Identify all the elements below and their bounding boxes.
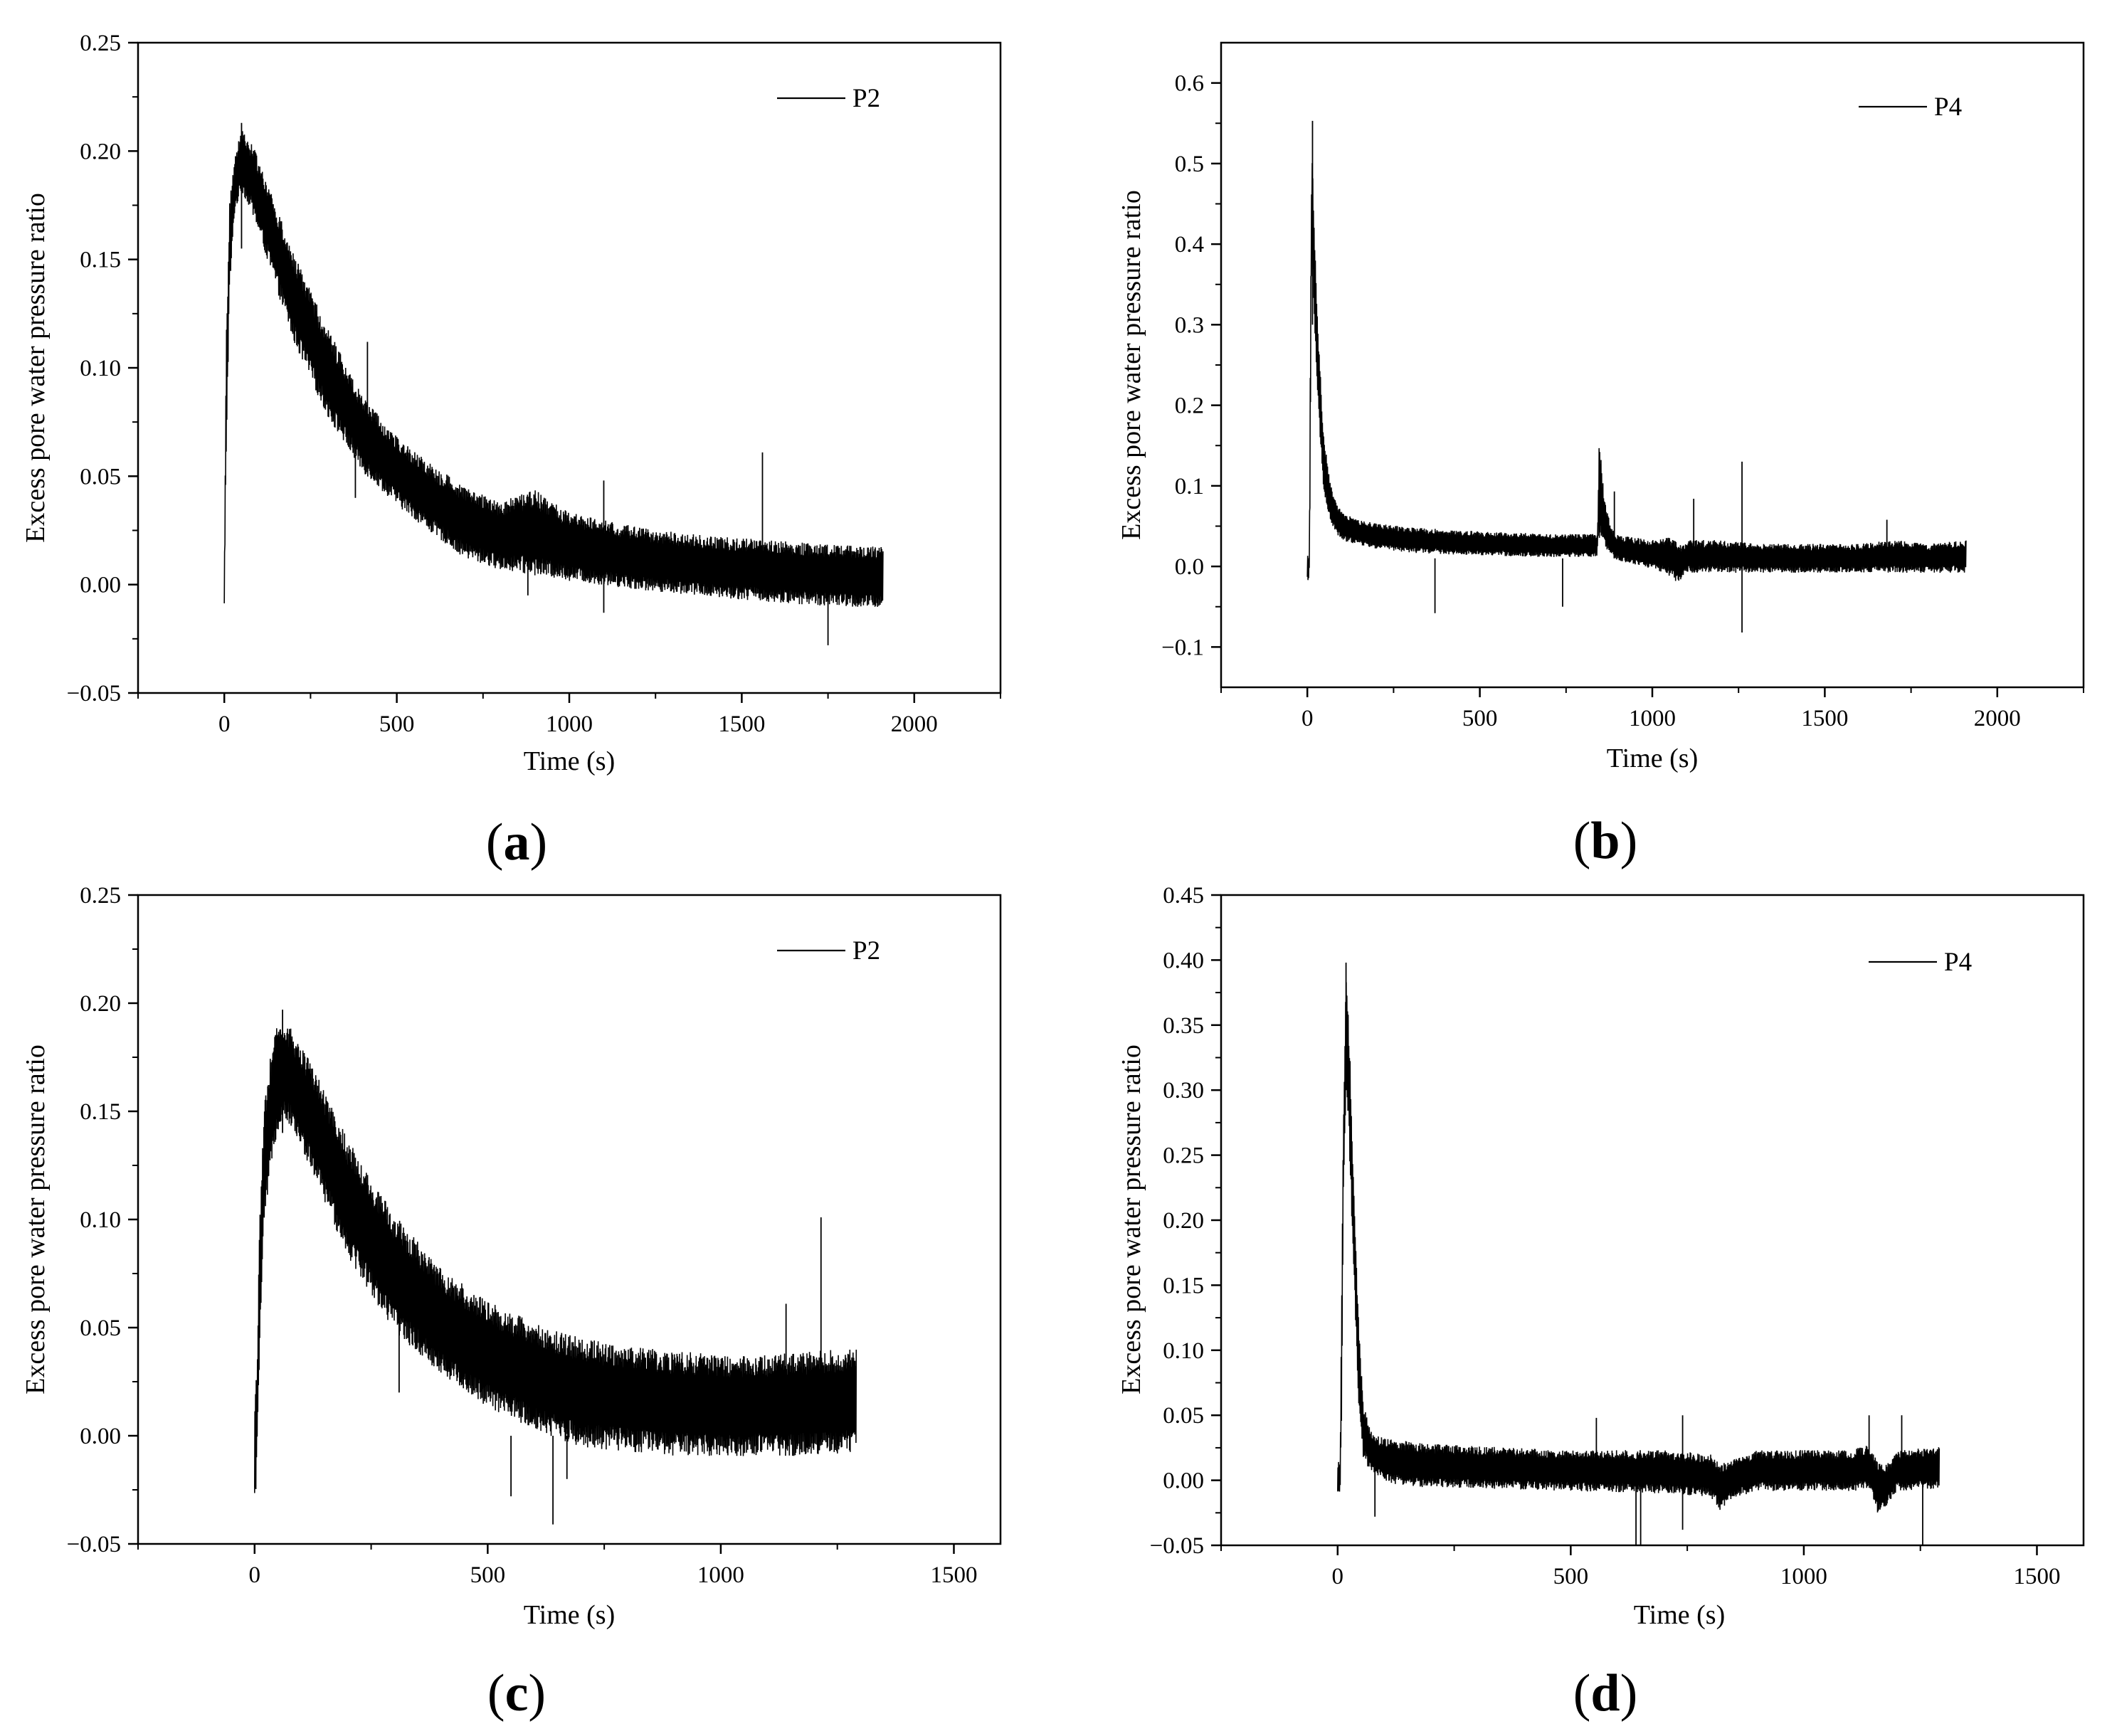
y-tick-label: 0.1 xyxy=(1175,474,1204,499)
x-tick-label: 500 xyxy=(1462,706,1498,731)
x-tick-label: 2000 xyxy=(1974,706,2021,731)
x-tick-label: 500 xyxy=(1553,1564,1589,1589)
y-tick-label: 0.3 xyxy=(1175,312,1204,338)
y-axis-title: Excess pore water pressure ratio xyxy=(1116,1044,1146,1394)
plot-frame xyxy=(137,894,1002,1545)
y-tick-label: 0.10 xyxy=(1163,1338,1204,1364)
chart-panel-d: −0.05 0.00 0.05 0.10 0.15 0.20 0.25 0.30 0.35 0.4… xyxy=(1116,883,2085,1722)
y-tick-label: 0.25 xyxy=(80,31,121,56)
x-tick-label: 500 xyxy=(379,711,415,737)
y-tick-label: 0.25 xyxy=(1163,1143,1204,1169)
y-axis-title: Excess pore water pressure ratio xyxy=(1116,190,1146,540)
y-tick-label: −0.1 xyxy=(1161,635,1204,660)
y-tick-label: 0.20 xyxy=(1163,1208,1204,1234)
y-tick-label: 0.15 xyxy=(1163,1273,1204,1298)
y-tick-label: 0.20 xyxy=(80,139,121,164)
x-tick-label: 0 xyxy=(1332,1564,1344,1589)
y-tick-label: 0.20 xyxy=(80,991,121,1017)
y-tick-label: 0.05 xyxy=(1163,1403,1204,1429)
legend-label: P2 xyxy=(852,936,880,965)
x-axis-title: Time (s) xyxy=(1607,743,1698,773)
panel-label: (a) xyxy=(486,813,547,872)
series-line-p2 xyxy=(254,1028,857,1493)
x-axis-title: Time (s) xyxy=(524,1600,615,1630)
x-tick-label: 1500 xyxy=(930,1562,977,1588)
y-axis-title: Excess pore water pressure ratio xyxy=(21,193,51,543)
legend-label: P4 xyxy=(1944,948,1972,977)
y-tick-label: 0.35 xyxy=(1163,1013,1204,1039)
x-tick-label: 2000 xyxy=(891,711,938,737)
series-line-p2 xyxy=(223,131,884,607)
y-tick-label: 0.10 xyxy=(80,356,121,381)
x-tick-label: 1500 xyxy=(718,711,765,737)
x-tick-label: 1000 xyxy=(1629,706,1676,731)
x-axis-title: Time (s) xyxy=(524,746,615,776)
panel-label: (c) xyxy=(487,1664,546,1722)
plot-frame xyxy=(1220,41,2085,689)
panel-letter: c xyxy=(505,1664,529,1722)
series-line-p4 xyxy=(1306,163,1967,581)
x-tick-label: 1000 xyxy=(546,711,593,737)
panel-label: (d) xyxy=(1573,1664,1637,1722)
y-tick-label: −0.05 xyxy=(67,681,121,706)
y-tick-label: 0.10 xyxy=(80,1207,121,1233)
x-tick-label: 1000 xyxy=(1780,1564,1827,1589)
panel-label: (b) xyxy=(1573,812,1637,870)
y-tick-label: 0.15 xyxy=(80,248,121,273)
y-tick-label: 0.00 xyxy=(1163,1468,1204,1494)
x-axis-title: Time (s) xyxy=(1634,1600,1725,1630)
panel-letter: a xyxy=(504,813,530,872)
y-tick-label: 0.45 xyxy=(1163,883,1204,909)
y-tick-label: 0.5 xyxy=(1175,152,1204,177)
series-line-p4 xyxy=(1337,982,1941,1513)
x-tick-label: 0 xyxy=(218,711,231,737)
x-tick-label: 0 xyxy=(249,1562,261,1588)
legend-label: P2 xyxy=(852,84,880,113)
y-tick-label: 0.05 xyxy=(80,464,121,489)
x-tick-label: 500 xyxy=(470,1562,506,1588)
chart-panel-a: −0.05 0.00 0.05 0.10 0.15 0.20 0.25 0 500 1000 150… xyxy=(21,31,1002,872)
y-tick-label: −0.05 xyxy=(1150,1533,1204,1559)
y-tick-label: 0.25 xyxy=(80,883,121,909)
y-tick-label: 0.6 xyxy=(1175,71,1204,97)
plot-frame xyxy=(137,41,1002,694)
x-tick-label: 1000 xyxy=(697,1562,744,1588)
x-tick-label: 1500 xyxy=(2013,1564,2060,1589)
legend-label: P4 xyxy=(1934,92,1962,122)
y-tick-label: 0.40 xyxy=(1163,948,1204,973)
y-tick-label: 0.30 xyxy=(1163,1078,1204,1103)
panel-letter: d xyxy=(1590,1664,1620,1722)
chart-panel-b: −0.1 0.0 0.1 0.2 0.3 0.4 0.5 0.6 0 500 1000 1500 200… xyxy=(1116,41,2085,870)
chart-panel-c: −0.05 0.00 0.05 0.10 0.15 0.20 0.25 0 500 1000 150… xyxy=(21,883,1002,1722)
y-tick-label: 0.0 xyxy=(1175,554,1204,580)
y-tick-label: 0.05 xyxy=(80,1316,121,1341)
y-tick-label: 0.4 xyxy=(1175,232,1204,258)
y-tick-label: −0.05 xyxy=(67,1532,121,1557)
y-tick-label: 0.00 xyxy=(80,1424,121,1449)
y-tick-label: 0.15 xyxy=(80,1099,121,1125)
y-axis-title: Excess pore water pressure ratio xyxy=(21,1044,51,1394)
x-tick-label: 0 xyxy=(1301,706,1314,731)
y-tick-label: 0.00 xyxy=(80,573,121,598)
panel-letter: b xyxy=(1590,812,1620,870)
plot-frame xyxy=(1220,894,2085,1547)
x-tick-label: 1500 xyxy=(1801,706,1848,731)
y-tick-label: 0.2 xyxy=(1175,393,1204,419)
